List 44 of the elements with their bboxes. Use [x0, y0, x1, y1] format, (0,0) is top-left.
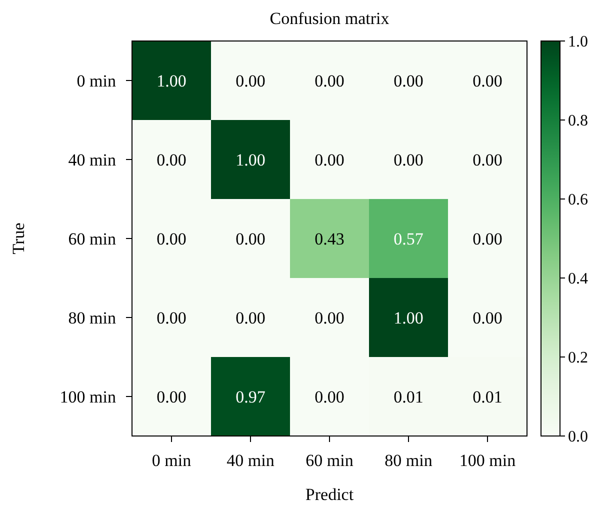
x-tick-label: 60 min: [306, 451, 354, 470]
data-label: 0.00: [472, 71, 502, 90]
data-label: 0.01: [472, 387, 502, 406]
color-bar-label: 1.0: [568, 34, 588, 51]
data-label: 0.00: [314, 308, 344, 328]
data-label: 0.00: [394, 150, 424, 170]
data-label: 0.00: [394, 71, 424, 90]
x-tick-label: 80 min: [384, 451, 433, 470]
y-tick-label: 0 min: [76, 71, 116, 90]
y-tick-label: 40 min: [68, 150, 116, 170]
color-bar-label: 0.6: [568, 192, 588, 209]
data-label: 0.00: [314, 71, 344, 90]
data-label: 0.43: [314, 229, 344, 248]
chart-title: Confusion matrix: [270, 9, 390, 28]
data-label: 0.00: [236, 308, 266, 328]
x-tick-label: 100 min: [459, 451, 516, 470]
data-label: 0.00: [236, 71, 266, 90]
data-label: 0.00: [472, 308, 502, 328]
data-label: 1.00: [156, 71, 186, 90]
y-tick-label: 100 min: [60, 387, 116, 406]
data-label: 1.00: [394, 308, 424, 328]
data-label: 0.00: [156, 150, 186, 170]
data-label: 0.97: [236, 387, 266, 406]
x-tick-label: 0 min: [152, 451, 192, 470]
color-bar-label: 0.2: [568, 350, 588, 367]
data-label: 0.00: [472, 229, 502, 248]
color-bar-label: 0.8: [568, 112, 588, 130]
y-tick-label: 60 min: [68, 229, 116, 248]
color-bar-label: 0.0: [568, 428, 588, 446]
data-label: 0.00: [236, 229, 266, 248]
data-label: 1.00: [236, 150, 266, 170]
x-axis-title: Predict: [305, 485, 354, 504]
data-label: 0.00: [156, 229, 186, 248]
data-label: 0.01: [394, 387, 424, 406]
x-tick-label: 40 min: [226, 451, 275, 470]
data-label: 0.00: [156, 387, 186, 406]
data-label: 0.00: [314, 150, 344, 170]
y-axis-title: True: [9, 222, 28, 254]
color-bar-label: 0.4: [568, 270, 588, 288]
data-label: 0.00: [314, 387, 344, 406]
y-tick-label: 80 min: [68, 308, 116, 328]
data-label: 0.00: [472, 150, 502, 170]
data-label: 0.57: [394, 229, 424, 248]
data-label: 0.00: [156, 308, 186, 328]
